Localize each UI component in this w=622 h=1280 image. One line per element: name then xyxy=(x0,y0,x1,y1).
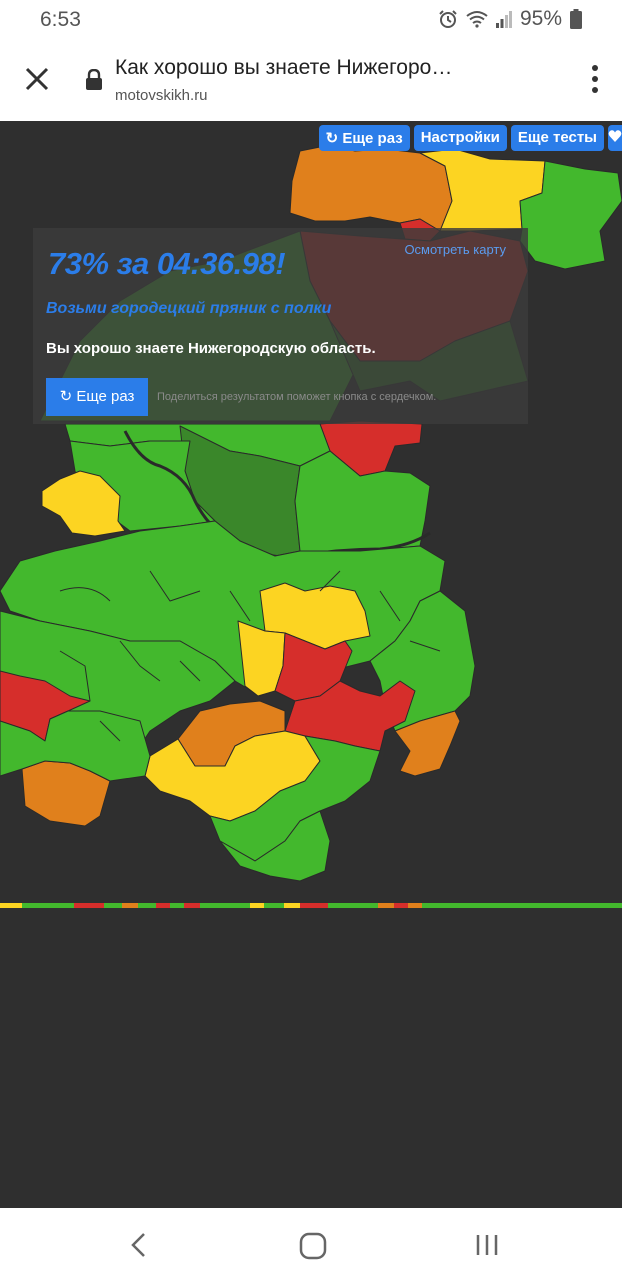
map-region[interactable] xyxy=(519,160,622,270)
share-hint: Поделиться результатом поможет кнопка с … xyxy=(157,391,437,403)
question-text: Возьми городецкий пряник с полки xyxy=(46,300,332,317)
map-region[interactable] xyxy=(394,710,461,777)
map-region[interactable] xyxy=(294,450,431,552)
battery-icon xyxy=(570,9,582,29)
signal-icon xyxy=(495,11,512,28)
alarm-icon xyxy=(439,10,457,28)
browser-url-bar: Как хорошо вы знаете Нижегоро… motovskik… xyxy=(0,38,622,121)
more-options-icon[interactable] xyxy=(590,64,600,94)
status-bar: 6:53 95% xyxy=(0,0,622,38)
page-domain[interactable]: motovskikh.ru xyxy=(115,87,208,104)
wifi-icon xyxy=(466,11,488,28)
again-top-button[interactable]: ↻ Еще раз xyxy=(318,125,410,151)
page-title[interactable]: Как хорошо вы знаете Нижегоро… xyxy=(115,56,453,79)
recents-icon[interactable] xyxy=(474,1233,500,1257)
share-heart-button[interactable] xyxy=(608,125,622,151)
map-region[interactable] xyxy=(41,470,126,537)
map-region[interactable] xyxy=(0,710,151,782)
top-toolbar: ↻ Еще раз Настройки Еще тесты xyxy=(318,125,622,151)
status-icons: 95% xyxy=(438,7,582,31)
heart-icon xyxy=(608,130,622,142)
status-time: 6:53 xyxy=(40,8,81,31)
result-verdict: Вы хорошо знаете Нижегородскую область. xyxy=(46,340,376,357)
lock-icon xyxy=(86,69,102,90)
view-map-link[interactable]: Осмотреть карту xyxy=(404,242,506,257)
system-nav-bar xyxy=(0,1208,622,1280)
answers-progress-strip xyxy=(0,903,622,908)
result-panel: 73% за 04:36.98! Осмотреть карту Возьми … xyxy=(33,228,528,424)
settings-button[interactable]: Настройки xyxy=(413,125,507,151)
web-page: ↻ Еще раз Настройки Еще тесты 73% за 04:… xyxy=(0,121,622,1208)
battery-percent: 95% xyxy=(519,7,562,30)
map-region[interactable] xyxy=(289,144,453,232)
home-icon[interactable] xyxy=(299,1232,327,1260)
back-icon[interactable] xyxy=(128,1232,150,1258)
more-tests-button[interactable]: Еще тесты xyxy=(510,125,604,151)
again-button[interactable]: ↻ Еще раз xyxy=(46,378,148,416)
close-icon[interactable] xyxy=(22,64,52,94)
result-score: 73% за 04:36.98! xyxy=(48,246,286,281)
map-region[interactable] xyxy=(219,810,331,882)
